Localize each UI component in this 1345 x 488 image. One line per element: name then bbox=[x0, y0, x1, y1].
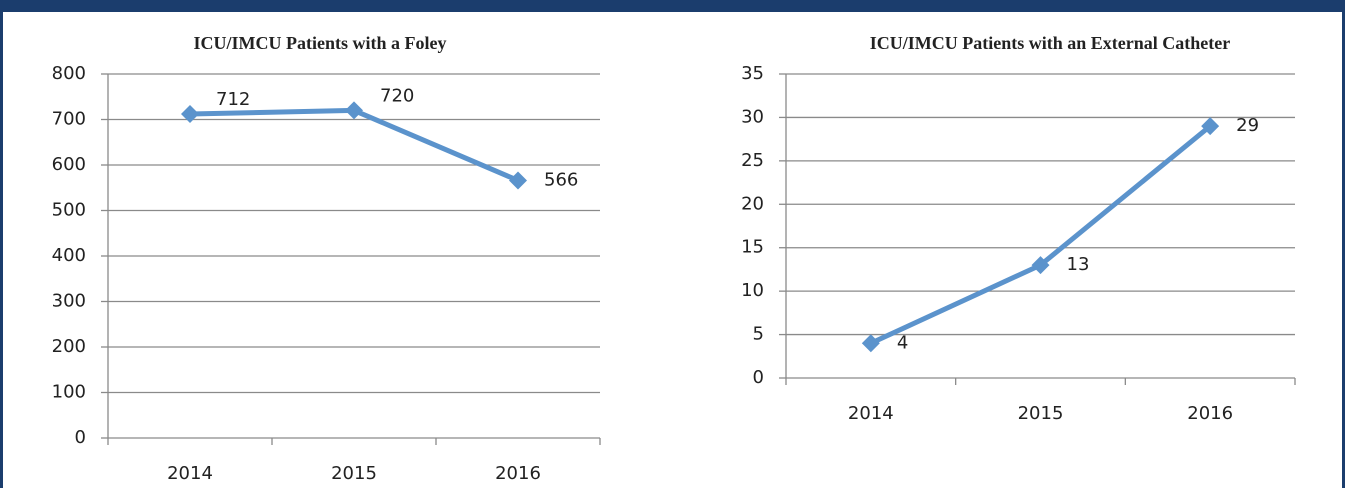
x-tick-label: 2016 bbox=[495, 463, 541, 484]
y-tick-label: 30 bbox=[741, 106, 764, 127]
frame-left bbox=[0, 0, 3, 488]
y-tick-label: 700 bbox=[52, 109, 86, 130]
chart-title: ICU/IMCU Patients with an External Cathe… bbox=[870, 33, 1230, 53]
data-label: 4 bbox=[897, 332, 908, 353]
line bbox=[189, 107, 519, 183]
y-tick-label: 400 bbox=[52, 245, 86, 266]
marker bbox=[345, 101, 363, 120]
y-tick-label: 25 bbox=[741, 150, 764, 171]
data-label: 712 bbox=[216, 89, 250, 110]
header-bar bbox=[0, 0, 1345, 12]
y-tick-label: 5 bbox=[753, 324, 764, 345]
line bbox=[869, 124, 1212, 346]
x-tick-label: 2015 bbox=[331, 463, 377, 484]
y-tick-label: 200 bbox=[52, 336, 86, 357]
y-tick-label: 10 bbox=[741, 280, 764, 301]
x-tick-label: 2014 bbox=[848, 403, 894, 424]
data-label: 720 bbox=[380, 85, 414, 106]
data-label: 13 bbox=[1067, 254, 1090, 275]
y-tick-label: 600 bbox=[52, 154, 86, 175]
y-tick-label: 300 bbox=[52, 291, 86, 312]
marker bbox=[181, 105, 199, 124]
x-tick-label: 2016 bbox=[1187, 403, 1233, 424]
data-label: 566 bbox=[544, 169, 578, 190]
y-tick-label: 500 bbox=[52, 200, 86, 221]
y-tick-label: 800 bbox=[52, 63, 86, 84]
y-tick-label: 0 bbox=[753, 367, 764, 388]
y-tick-label: 20 bbox=[741, 193, 764, 214]
marker bbox=[1201, 117, 1220, 136]
data-label: 29 bbox=[1236, 115, 1259, 136]
x-tick-label: 2015 bbox=[1018, 403, 1064, 424]
chart-title: ICU/IMCU Patients with a Foley bbox=[194, 33, 447, 53]
y-tick-label: 0 bbox=[75, 427, 86, 448]
marker bbox=[861, 334, 880, 353]
frame-right bbox=[1342, 0, 1345, 488]
marker bbox=[1031, 256, 1050, 275]
x-tick-label: 2014 bbox=[167, 463, 213, 484]
y-tick-label: 15 bbox=[741, 237, 764, 258]
marker bbox=[509, 171, 527, 190]
y-tick-label: 35 bbox=[741, 63, 764, 84]
y-tick-label: 100 bbox=[52, 382, 86, 403]
